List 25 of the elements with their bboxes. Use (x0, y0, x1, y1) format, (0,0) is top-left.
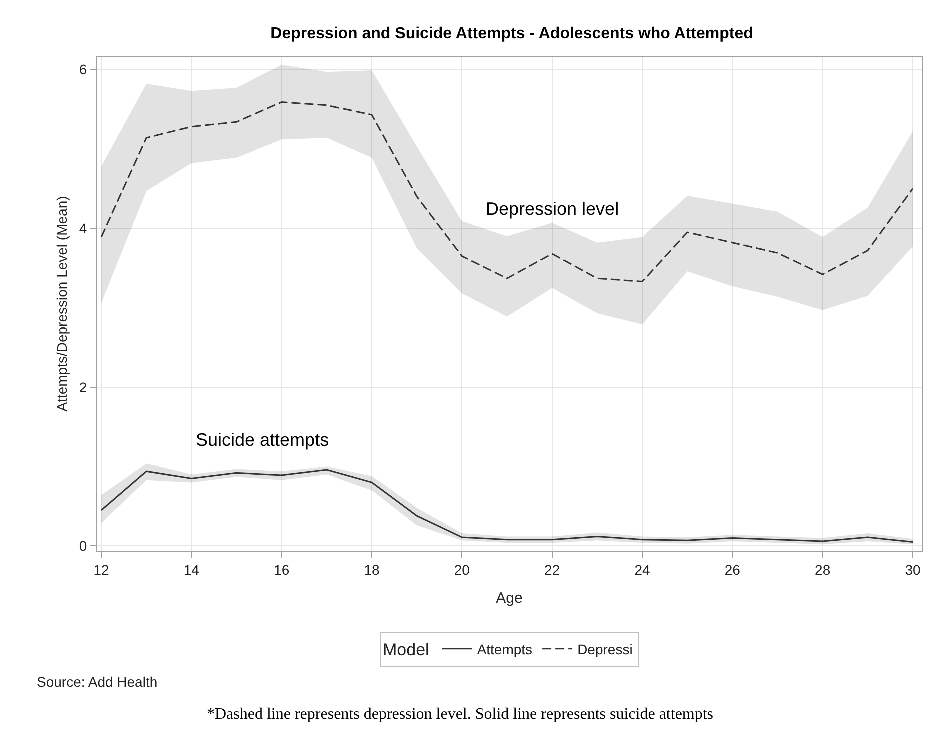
y-tick-label: 6 (79, 62, 88, 78)
x-tick-label: 22 (544, 562, 560, 578)
annotation: Depression level (486, 199, 620, 219)
annotation: Suicide attempts (196, 430, 330, 450)
source-note: Source: Add Health (37, 674, 158, 690)
line-series (100, 102, 914, 283)
x-tick-label: 18 (364, 562, 380, 578)
legend-title: Model (383, 640, 430, 660)
x-tick-label: 26 (724, 562, 741, 578)
x-tick-label: 12 (94, 562, 110, 578)
text: *Dashed line represents depression level. Solid line represents suicide attempts (207, 706, 714, 723)
x-tick-label: 14 (184, 562, 200, 578)
y-axis-title: Attempts/Depression Level (Mean) (54, 196, 70, 412)
x-axis-title: Age (496, 590, 523, 607)
x-tick-label: 28 (815, 562, 831, 578)
x-tick-label: 24 (634, 562, 650, 578)
x-tick-label: 20 (454, 562, 470, 578)
x-tick-label: 30 (905, 562, 921, 578)
y-tick-label: 4 (79, 220, 88, 236)
legend-label: Attempts (477, 641, 533, 658)
x-tick-label: 16 (274, 562, 290, 578)
y-tick-label: 2 (79, 379, 88, 396)
chart-title: Depression and Suicide Attempts - Adolescents who Attempted (270, 26, 754, 43)
y-tick-label: 0 (79, 538, 88, 554)
legend-label: Depressi (578, 641, 633, 658)
